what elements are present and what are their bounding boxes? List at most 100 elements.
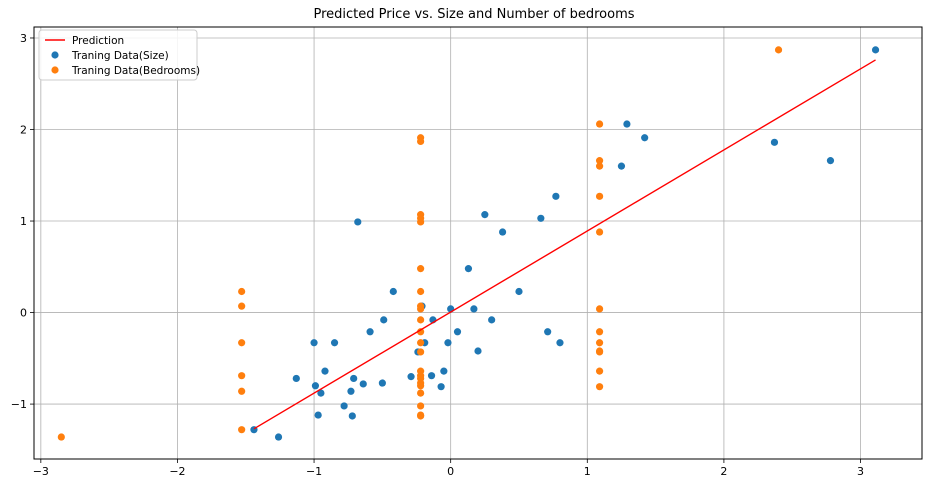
data-point (481, 211, 489, 219)
data-point (330, 339, 339, 347)
legend-point-marker (51, 51, 59, 59)
y-tick-label: 3 (20, 32, 27, 45)
data-point (595, 348, 604, 356)
data-point (292, 374, 300, 383)
series-traning-data-size- (250, 46, 880, 441)
data-point (310, 339, 318, 347)
data-point (417, 348, 425, 356)
data-point (595, 367, 604, 375)
x-tick-label: 1 (584, 465, 591, 478)
data-point (417, 137, 425, 146)
data-point (238, 426, 246, 434)
data-point (417, 287, 425, 296)
x-tick-label: −3 (33, 465, 49, 478)
data-point (623, 120, 631, 128)
data-point (238, 387, 246, 395)
data-point (380, 316, 388, 324)
series-traning-data-bedrooms- (57, 46, 783, 441)
data-point (417, 402, 425, 410)
data-point (321, 367, 329, 375)
data-point (417, 339, 425, 347)
data-point (359, 380, 367, 388)
data-point (595, 120, 604, 128)
data-point (238, 339, 246, 347)
legend-label: Traning Data(Bedrooms) (71, 65, 200, 77)
data-point (826, 157, 835, 165)
plot-area (57, 46, 880, 441)
legend-point-marker (51, 66, 59, 74)
data-point (274, 433, 283, 441)
data-point (595, 162, 604, 170)
data-point (427, 372, 436, 380)
data-point (350, 374, 358, 383)
x-tick-label: 3 (857, 465, 864, 478)
data-point (407, 373, 415, 381)
data-point (537, 214, 545, 222)
data-point (470, 305, 478, 313)
data-point (617, 162, 626, 170)
data-point (498, 228, 507, 236)
data-point (417, 218, 425, 226)
data-point (595, 339, 604, 347)
data-point (770, 138, 779, 146)
data-point (871, 46, 880, 54)
data-point (347, 387, 355, 395)
legend-label: Traning Data(Size) (71, 50, 169, 62)
chart-title: Predicted Price vs. Size and Number of b… (313, 7, 634, 22)
y-tick-label: 0 (20, 307, 27, 320)
data-point (464, 265, 473, 273)
x-tick-label: 2 (720, 465, 727, 478)
data-point (238, 287, 246, 296)
y-tick-label: 1 (20, 215, 27, 228)
data-point (440, 367, 448, 375)
data-point (417, 382, 425, 390)
plot-frame (33, 26, 923, 460)
data-point (544, 328, 552, 336)
data-point (595, 192, 604, 200)
data-point (317, 389, 325, 397)
data-point (556, 339, 564, 347)
legend: Prediction Traning Data(Size) Traning Data… (38, 29, 200, 81)
data-point (417, 328, 425, 336)
data-point (238, 302, 246, 310)
x-tick-label: −1 (306, 465, 322, 478)
data-point (314, 411, 322, 419)
data-point (417, 265, 425, 273)
data-point (595, 328, 604, 336)
data-point (595, 305, 604, 313)
data-point (389, 287, 397, 296)
grid (34, 27, 922, 459)
x-tick-label: −2 (169, 465, 185, 478)
legend-box (38, 29, 198, 81)
prediction-line (253, 59, 876, 430)
data-point (354, 218, 362, 226)
data-point (453, 328, 462, 336)
data-point (57, 433, 65, 441)
data-point (311, 382, 320, 390)
data-point (417, 305, 425, 313)
axis-ticks: −3 −2 −1 0 1 2 3 −1 0 1 2 3 (11, 32, 864, 478)
data-point (417, 412, 425, 420)
data-point (515, 287, 523, 296)
data-point (641, 134, 649, 142)
data-point (552, 192, 560, 200)
data-point (774, 46, 783, 54)
x-tick-label: 0 (447, 465, 454, 478)
data-point (366, 328, 374, 336)
data-point (417, 316, 425, 324)
data-point (444, 339, 452, 347)
data-point (488, 316, 496, 324)
data-point (238, 372, 246, 380)
y-tick-label: −1 (11, 398, 27, 411)
data-point (417, 389, 425, 397)
data-point (595, 157, 604, 165)
legend-label: Prediction (72, 35, 124, 47)
data-point (595, 383, 604, 391)
data-point (348, 412, 356, 420)
data-point (340, 402, 348, 410)
data-point (474, 347, 482, 355)
y-tick-label: 2 (20, 124, 27, 137)
data-point (595, 228, 604, 236)
data-point (378, 379, 386, 387)
